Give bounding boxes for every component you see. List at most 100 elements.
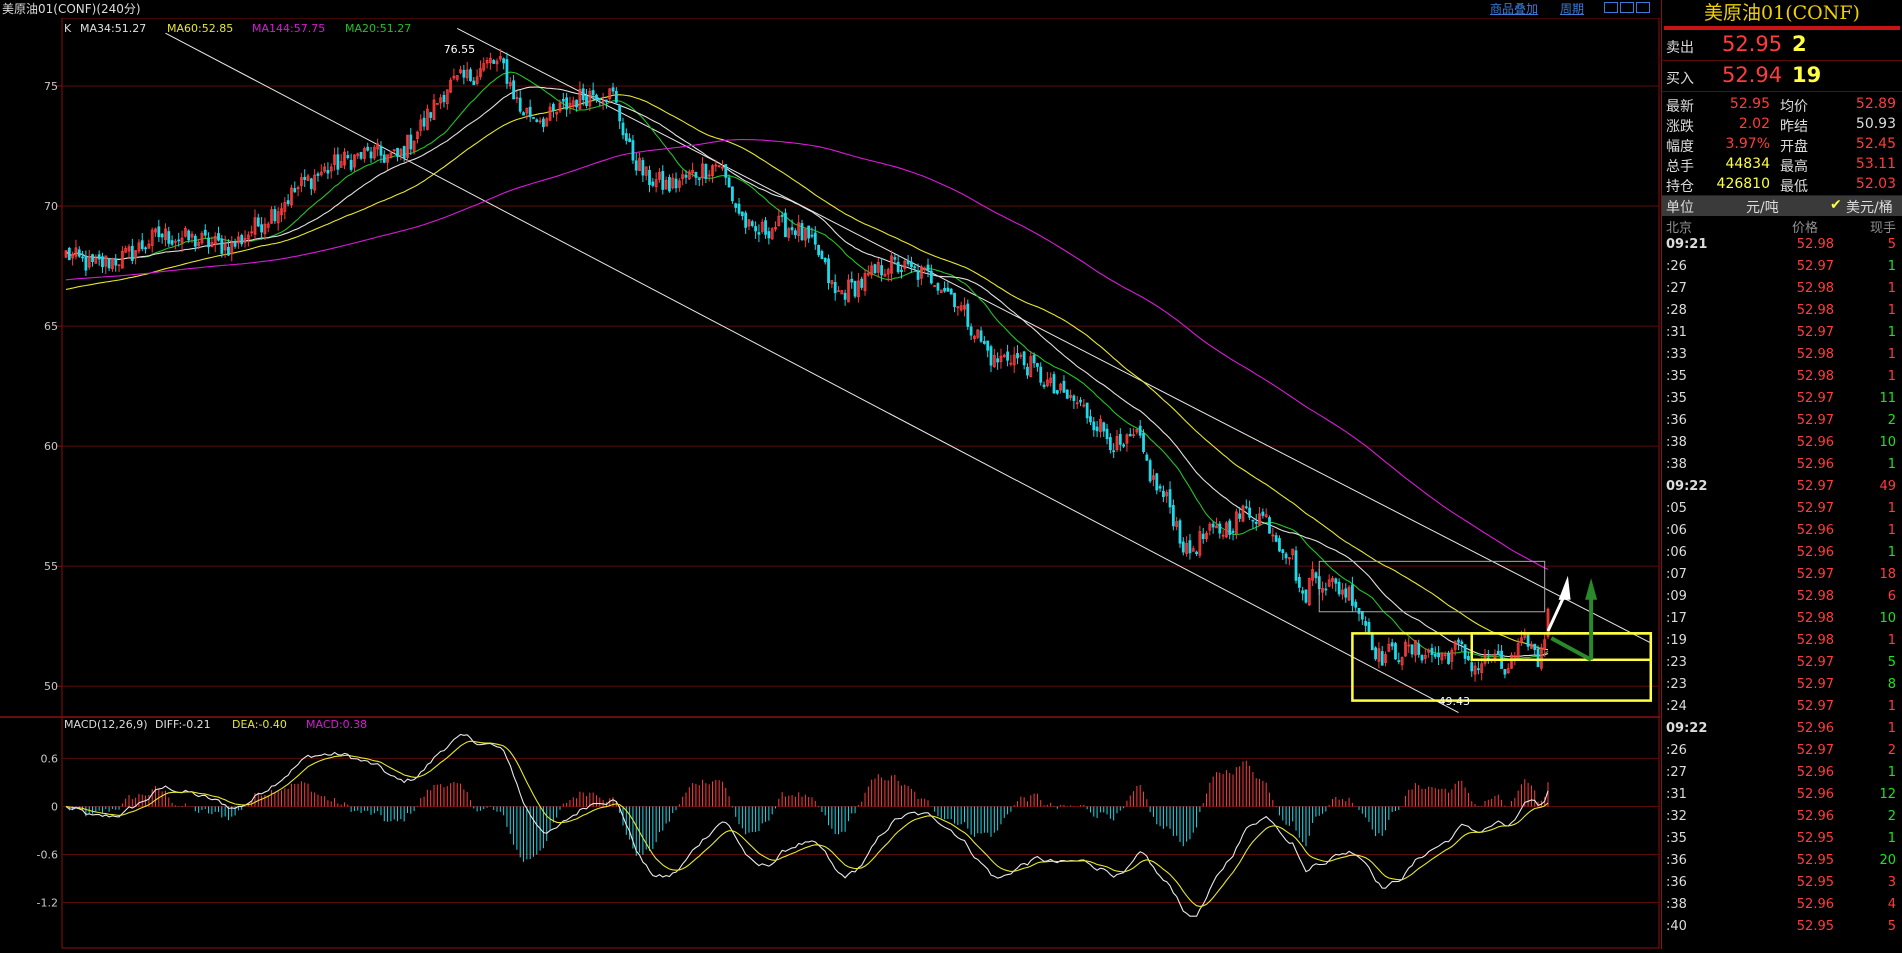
candle-body	[197, 241, 201, 246]
candle-body	[1059, 383, 1063, 391]
candle-body	[1410, 644, 1414, 655]
candle-body	[870, 265, 874, 276]
candle-body	[1231, 530, 1235, 533]
candle-body	[784, 212, 787, 237]
candle-body	[442, 94, 446, 103]
buy-row[interactable]: 买入 52.94 19	[1662, 61, 1902, 92]
candle-body	[939, 289, 943, 293]
y-tick-label: 50	[44, 680, 58, 693]
candle-body	[439, 97, 443, 104]
tick-list[interactable]: 09:21 52.98 5:26 52.97 1:27 52.98 1:28 52.98 1:3…	[1662, 234, 1902, 938]
candle-body	[953, 292, 956, 308]
candle-body	[1453, 641, 1457, 650]
tick-row: :27 52.96 1	[1662, 762, 1902, 784]
y-tick-label: 75	[44, 80, 58, 93]
candle-body	[81, 256, 84, 259]
tick-volume: 1	[1887, 633, 1896, 648]
tick-time: :38	[1666, 457, 1687, 472]
candle-body	[774, 227, 777, 230]
chart-svg[interactable]: 75 70 65 60 55 50 0.6 0 -0.6 -1.2 K MA34:51.27 M…	[0, 17, 1660, 949]
stat-label: 最低	[1780, 179, 1808, 195]
candle-body	[1476, 668, 1480, 671]
candle-body	[1337, 581, 1341, 595]
candle-body	[1125, 434, 1129, 444]
tick-row: :06 52.96 1	[1662, 542, 1902, 564]
candle-body	[966, 303, 970, 327]
candle-body	[1138, 425, 1142, 436]
candle-body	[1115, 436, 1119, 450]
candle-body	[542, 118, 545, 128]
tick-header-time: 北京	[1666, 221, 1693, 236]
candle-body	[883, 273, 887, 277]
tick-volume: 1	[1887, 303, 1896, 318]
candle-body	[1437, 652, 1440, 658]
candle-body	[648, 169, 651, 185]
ma-line-ma20	[65, 71, 1549, 660]
candle-body	[820, 251, 824, 259]
candle-body	[737, 203, 741, 214]
candle-body	[273, 209, 277, 222]
candle-body	[1012, 354, 1016, 366]
candle-body	[1002, 354, 1006, 358]
candle-body	[1543, 639, 1547, 650]
chart-area[interactable]: 75 70 65 60 55 50 0.6 0 -0.6 -1.2 K MA34:51.27 M…	[0, 17, 1660, 949]
candle-body	[833, 281, 837, 294]
candle-body	[936, 283, 940, 291]
period-link[interactable]: 周期	[1560, 2, 1585, 16]
maximize-icon[interactable]	[1636, 2, 1650, 13]
candle-body	[790, 227, 794, 231]
unit-yuan[interactable]: 元/吨	[1746, 200, 1779, 216]
candle-body	[691, 169, 695, 174]
candle-body	[419, 119, 423, 131]
candle-body	[740, 211, 744, 217]
tile-icon[interactable]	[1620, 2, 1634, 13]
candle-body	[343, 151, 346, 166]
tick-row: :40 52.95 5	[1662, 916, 1902, 938]
candle-body	[535, 119, 539, 122]
candle-body	[1354, 601, 1358, 608]
candle-body	[465, 69, 469, 79]
candle-body	[714, 164, 718, 167]
legend-ma60: MA60:52.85	[167, 22, 233, 35]
candle-body	[674, 178, 678, 189]
stat-value: 52.89	[1855, 96, 1896, 112]
candle-body	[416, 131, 419, 140]
candle-body	[144, 247, 147, 250]
candle-body	[1118, 434, 1122, 445]
candle-body	[296, 187, 300, 190]
candle-body	[495, 60, 499, 65]
candle-body	[750, 221, 754, 226]
stats-row: 持仓 426810 最低 52.03	[1662, 175, 1902, 195]
candle-body	[1467, 655, 1470, 661]
candle-body	[213, 235, 217, 245]
candle-body	[512, 80, 515, 100]
tick-row: :38 52.96 10	[1662, 432, 1902, 454]
tick-row: :07 52.97 18	[1662, 564, 1902, 586]
sell-row[interactable]: 卖出 52.95 2	[1662, 30, 1902, 61]
candle-body	[492, 60, 496, 64]
overlay-link[interactable]: 商品叠加	[1490, 2, 1539, 16]
candle-body	[250, 231, 254, 234]
candle-body	[1105, 428, 1109, 440]
tick-time: :27	[1666, 281, 1687, 296]
unit-row[interactable]: 单位 元/吨 ✔ 美元/桶	[1662, 196, 1902, 216]
candle-body	[210, 242, 214, 248]
tick-volume: 11	[1879, 391, 1896, 406]
tick-price: 52.97	[1796, 699, 1834, 714]
restore-icon[interactable]	[1604, 2, 1618, 13]
candle-body	[84, 255, 88, 271]
candle-body	[1016, 352, 1019, 359]
candle-body	[860, 278, 864, 288]
candle-body	[114, 258, 118, 266]
candle-body	[1304, 589, 1308, 603]
tick-time: 09:22	[1666, 721, 1708, 736]
candle-body	[1404, 641, 1407, 657]
candle-body	[412, 140, 416, 152]
candle-body	[449, 79, 452, 93]
unit-usd[interactable]: 美元/桶	[1846, 200, 1893, 216]
candle-body	[1225, 522, 1228, 538]
candle-body	[359, 151, 363, 159]
stat-value: 3.97%	[1725, 136, 1770, 152]
tick-time: :33	[1666, 347, 1687, 362]
candle-body	[1400, 657, 1404, 666]
